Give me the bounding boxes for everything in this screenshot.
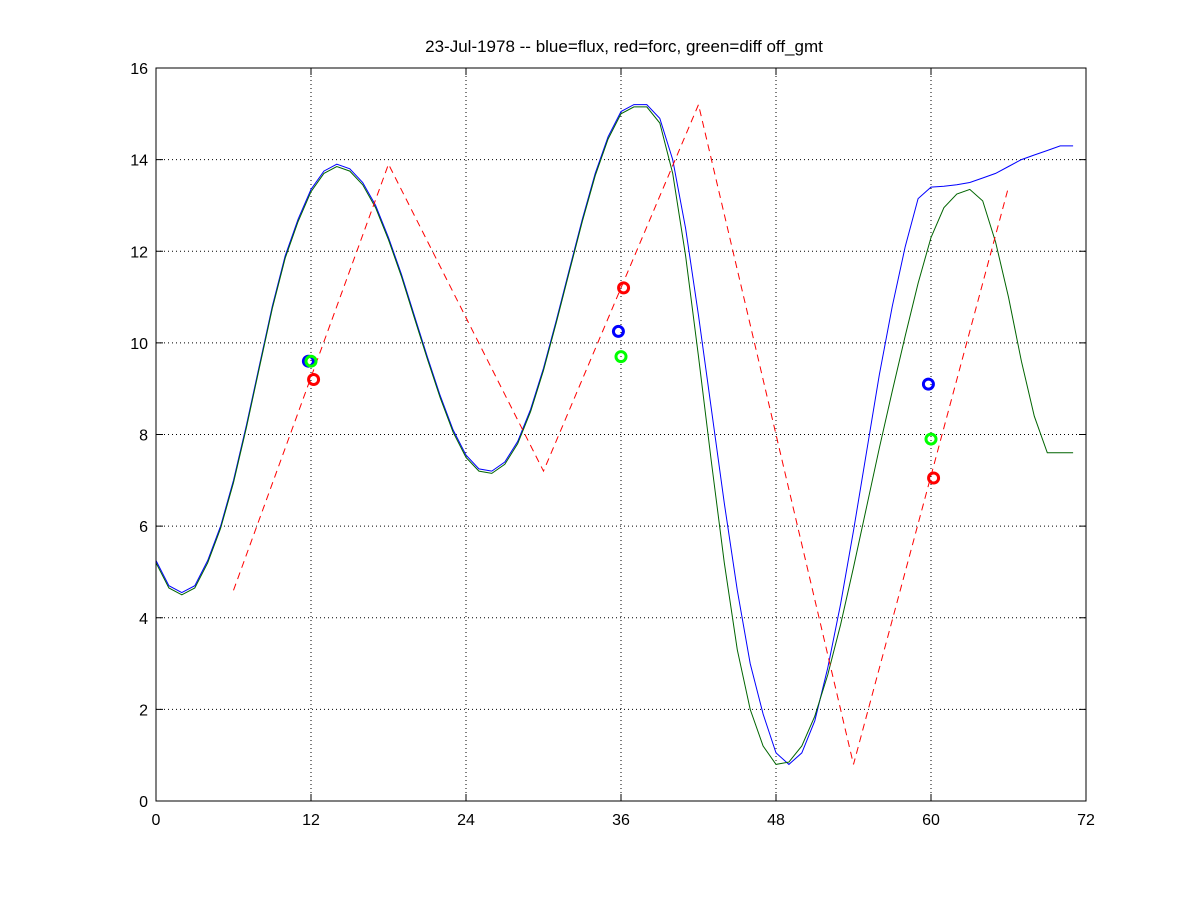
y-tick-label: 16 (130, 61, 148, 78)
data-marker-3 (611, 324, 625, 338)
data-marker-1 (304, 354, 318, 368)
data-marker-7 (924, 432, 938, 446)
y-tick-label: 12 (130, 244, 148, 261)
data-marker-5 (617, 281, 631, 295)
markers (301, 281, 941, 485)
y-tick-label: 14 (130, 153, 148, 170)
chart-title: 23-Jul-1978 -- blue=flux, red=forc, gree… (425, 37, 823, 56)
x-tick-label: 36 (612, 812, 630, 829)
y-tick-label: 10 (130, 336, 148, 353)
series-line-2 (233, 102, 1009, 765)
data-marker-4 (614, 350, 628, 364)
x-tick-label: 72 (1077, 812, 1095, 829)
x-tick-label: 24 (457, 812, 475, 829)
data-marker-8 (927, 471, 941, 485)
series-line-1 (155, 106, 1074, 765)
x-tick-label: 48 (767, 812, 785, 829)
series-line-0 (155, 104, 1074, 766)
x-tick-label: 0 (152, 812, 161, 829)
x-tick-label: 60 (922, 812, 940, 829)
data-marker-6 (921, 377, 935, 391)
y-tick-label: 6 (139, 519, 148, 536)
y-tick-label: 0 (139, 794, 148, 811)
y-tick-label: 8 (139, 428, 148, 445)
data-marker-2 (307, 373, 321, 387)
grid (156, 68, 1086, 801)
y-tick-label: 2 (139, 702, 148, 719)
series (155, 102, 1074, 766)
x-tick-label: 12 (302, 812, 320, 829)
y-tick-label: 4 (139, 611, 148, 628)
